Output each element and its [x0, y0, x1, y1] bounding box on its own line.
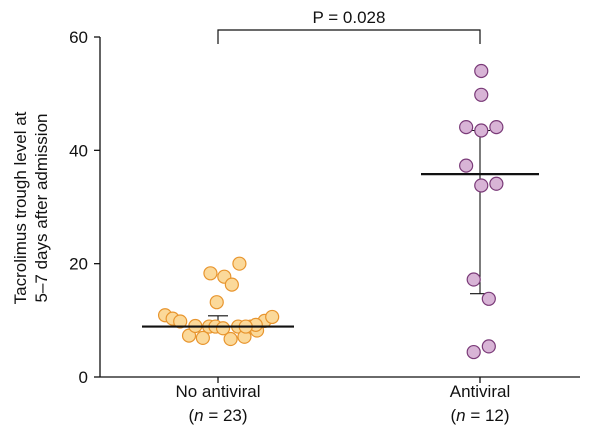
- summary-lines: [208, 129, 490, 328]
- p-value-label: P = 0.028: [313, 8, 386, 27]
- x-categories: No antiviral (n = 23) Antiviral (n = 12): [175, 377, 510, 425]
- y-axis-label-line-1: Tacrolimus trough level at: [11, 111, 30, 304]
- data-point: [466, 344, 481, 360]
- data-point: [466, 272, 481, 287]
- y-tick-label: 20: [69, 255, 88, 274]
- axes: [99, 37, 580, 378]
- data-point: [265, 309, 280, 325]
- data-point: [481, 339, 496, 354]
- data-point: [209, 295, 224, 310]
- data-point: [481, 291, 496, 306]
- data-point: [474, 123, 489, 138]
- significance-bracket: P = 0.028: [217, 8, 481, 44]
- data-point: [489, 119, 504, 135]
- category-n-label: (n = 23): [188, 406, 247, 425]
- category-n-label: (n = 12): [450, 406, 509, 425]
- data-point: [489, 176, 504, 191]
- data-point: [224, 277, 239, 292]
- data-point: [459, 158, 474, 173]
- data-point: [223, 331, 238, 347]
- data-point: [474, 63, 489, 79]
- data-points: [142, 63, 539, 360]
- y-tick-label: 0: [79, 368, 88, 387]
- category-label: No antiviral: [175, 382, 260, 401]
- y-axis-label: Tacrolimus trough level at 5–7 days afte…: [11, 111, 51, 304]
- data-point: [474, 87, 489, 102]
- category-label: Antiviral: [450, 382, 510, 401]
- data-point: [173, 314, 188, 329]
- y-tick-label: 60: [69, 28, 88, 47]
- data-point: [195, 330, 210, 345]
- y-axis-label-line-2: 5–7 days after admission: [32, 114, 51, 303]
- data-point: [203, 266, 218, 281]
- data-point: [474, 178, 489, 193]
- data-point: [215, 321, 231, 336]
- bracket-line: [217, 29, 481, 44]
- y-tick-label: 40: [69, 141, 88, 160]
- y-ticks: 0 20 40 60: [69, 28, 100, 387]
- data-point: [232, 256, 247, 271]
- data-point: [459, 119, 474, 135]
